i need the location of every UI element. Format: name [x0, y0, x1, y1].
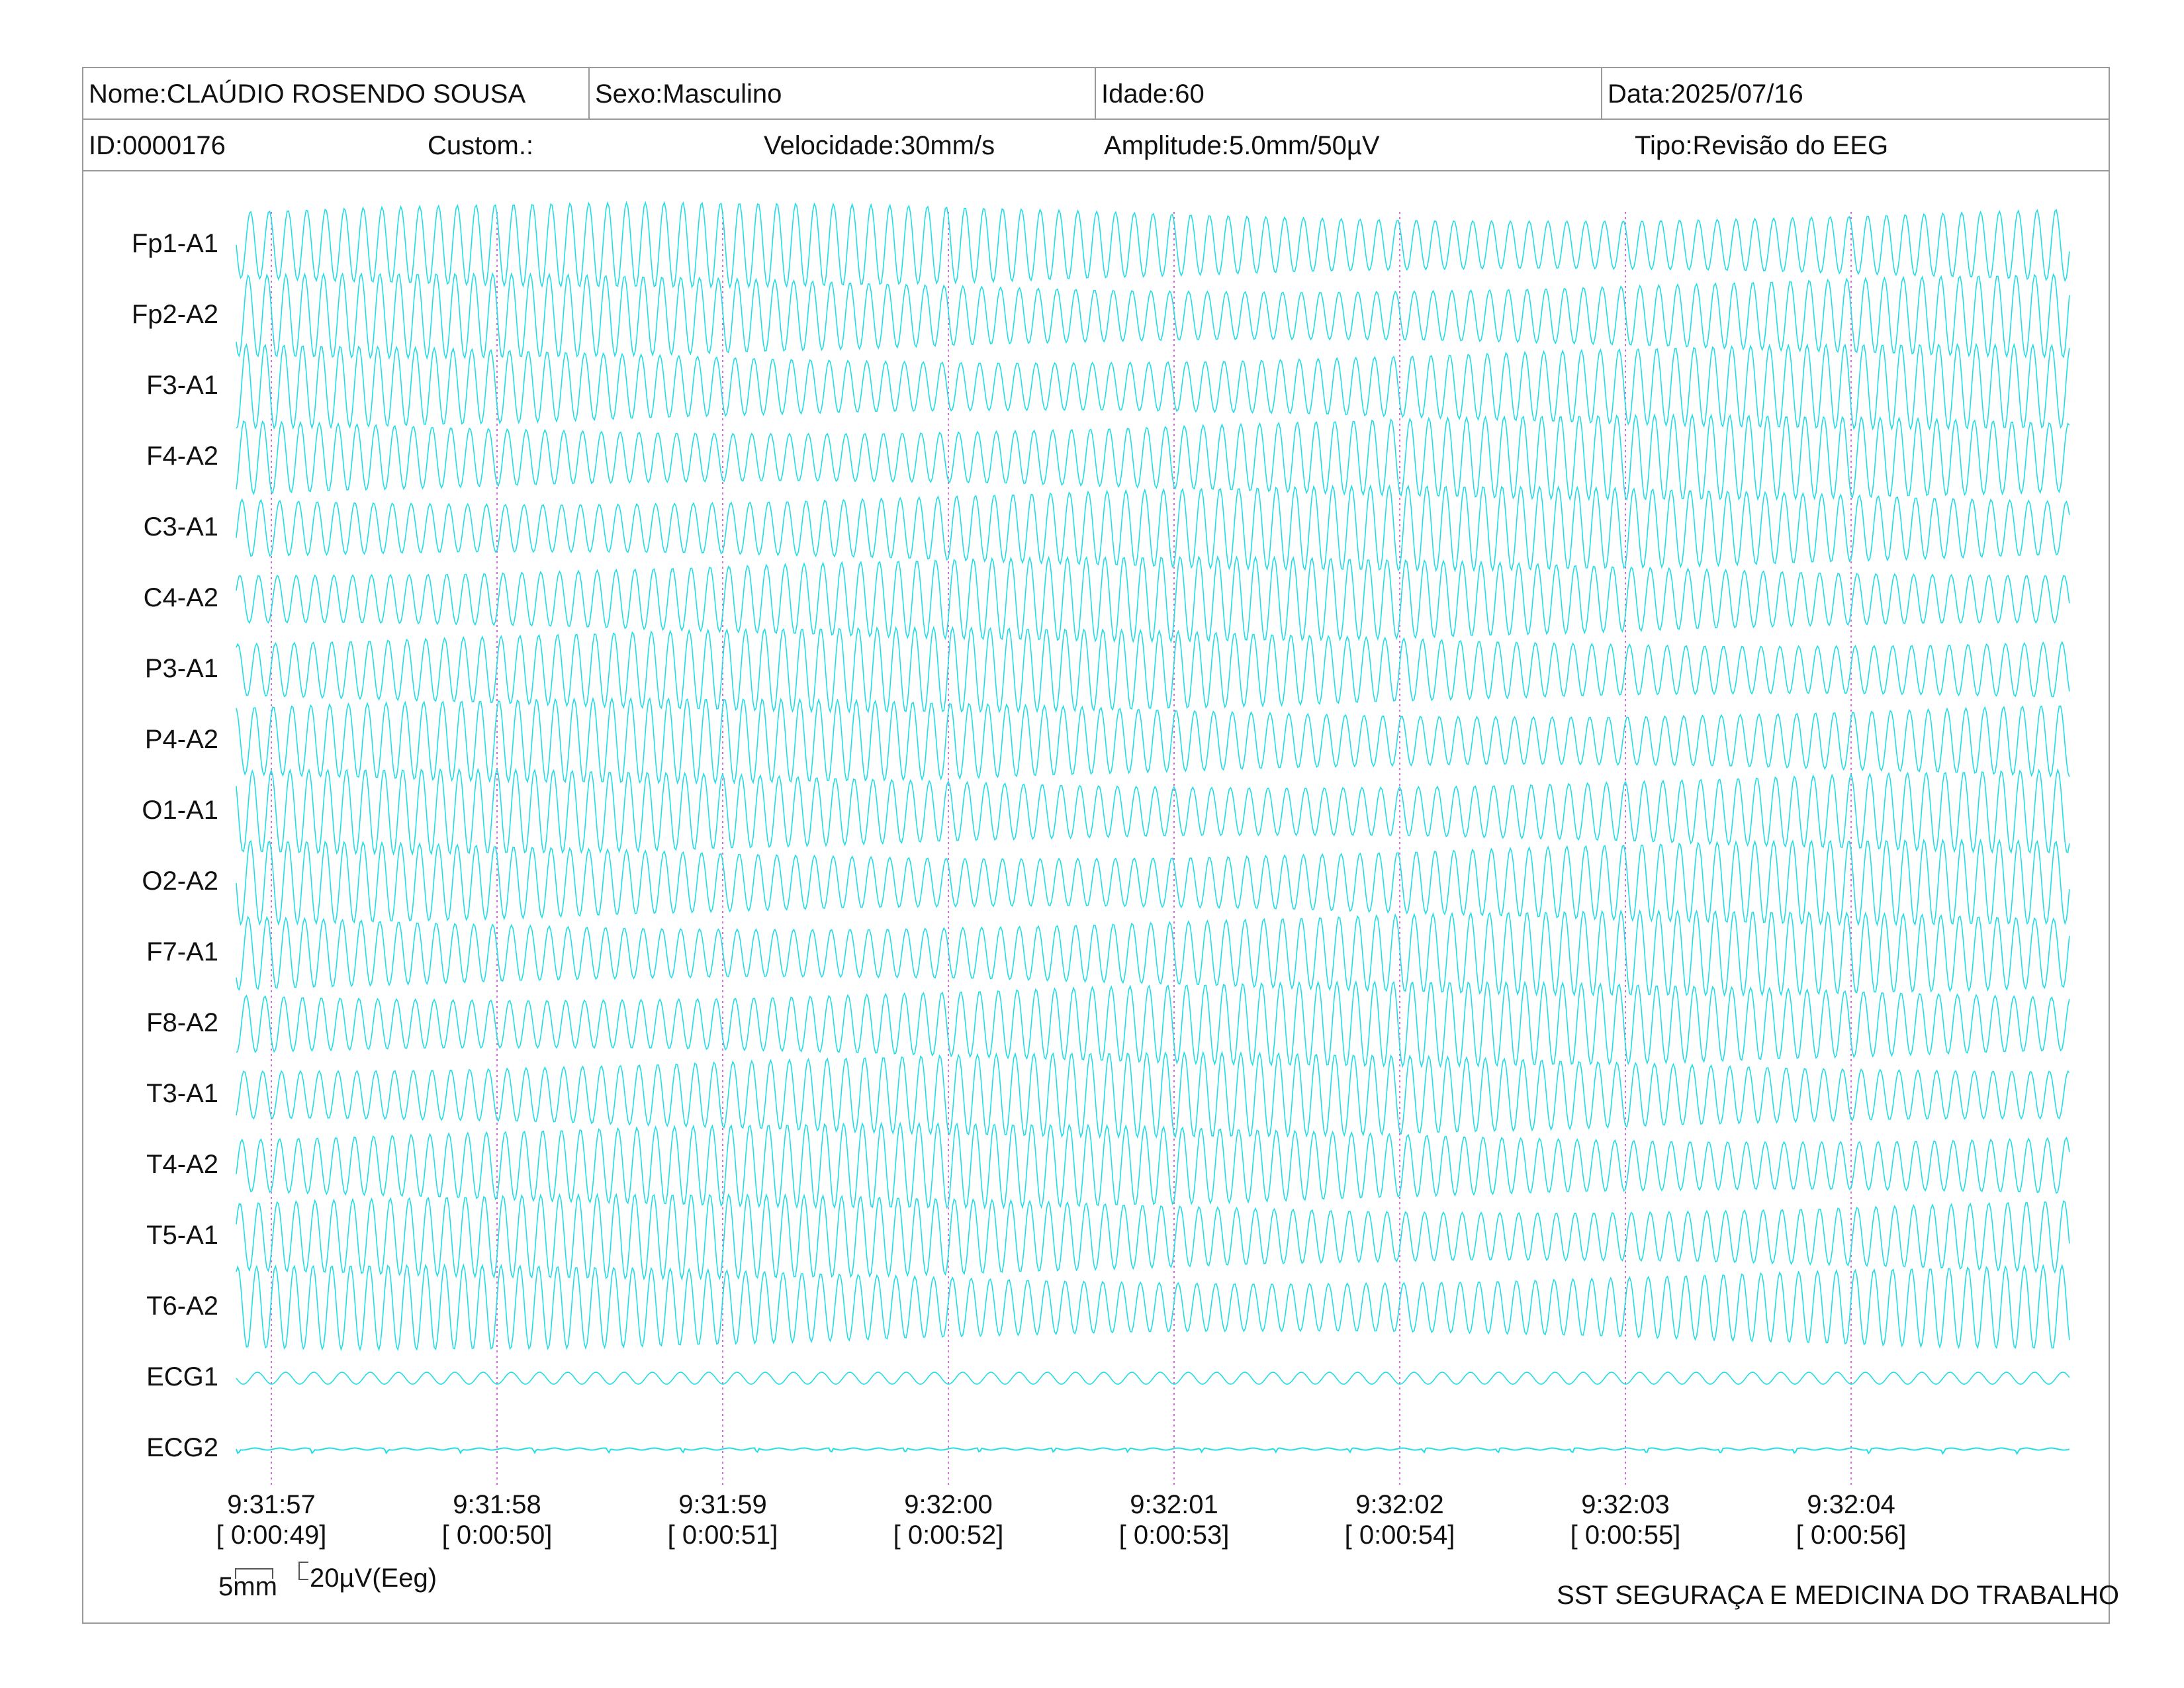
channel-label: ECG2: [146, 1433, 218, 1462]
channel-label: Fp2-A2: [131, 300, 218, 329]
time-tick-label: 9:32:02[ 0:00:54]: [1320, 1489, 1479, 1550]
elapsed-time: [ 0:00:55]: [1570, 1521, 1681, 1550]
elapsed-time: [ 0:00:56]: [1796, 1521, 1907, 1550]
waveform-f4-a2: [236, 413, 2070, 502]
waveform-t6-a2: [236, 1263, 2070, 1352]
exam-type: Tipo:Revisão do EEG: [1635, 131, 1889, 160]
waveform-f8-a2: [236, 980, 2070, 1068]
waveform-o2-a2: [236, 838, 2070, 927]
clock-time: 9:31:59: [678, 1490, 767, 1519]
exam-date: Data:2025/07/16: [1608, 79, 1803, 109]
elapsed-time: [ 0:00:50]: [441, 1521, 553, 1550]
waveform-t4-a2: [236, 1121, 2070, 1210]
channel-label: F4-A2: [146, 442, 218, 471]
clock-time: 9:32:04: [1807, 1490, 1895, 1519]
recording-amplitude: Amplitude:5.0mm/50µV: [1104, 131, 1380, 160]
elapsed-time: [ 0:00:53]: [1118, 1521, 1230, 1550]
time-tick-label: 9:32:03[ 0:00:55]: [1546, 1489, 1705, 1550]
waveform-f3-a1: [236, 342, 2070, 431]
waveform-c4-a2: [236, 555, 2070, 643]
elapsed-time: [ 0:00:54]: [1344, 1521, 1455, 1550]
channel-label: T6-A2: [146, 1291, 218, 1321]
clock-time: 9:31:58: [453, 1490, 541, 1519]
clock-time: 9:32:00: [904, 1490, 993, 1519]
channel-label: C3-A1: [143, 512, 218, 541]
company-name: SST SEGURAÇA E MEDICINA DO TRABALHO: [1557, 1581, 2119, 1610]
scale-mm-label: 5mm: [218, 1572, 277, 1601]
patient-age: Idade:60: [1096, 68, 1602, 118]
scale-uv-label: 20µV(Eeg): [310, 1564, 437, 1593]
channel-label: O2-A2: [142, 867, 218, 896]
channel-label: F7-A1: [146, 937, 218, 966]
waveform-t3-a1: [236, 1051, 2070, 1139]
recording-speed: Velocidade:30mm/s: [764, 131, 995, 160]
channel-label: T4-A2: [146, 1150, 218, 1179]
waveform-c3-a1: [236, 484, 2070, 573]
header-row-2: ID:0000176 Custom.: Velocidade:30mm/s Am…: [83, 120, 2109, 171]
clock-time: 9:32:02: [1355, 1490, 1444, 1519]
waveform-f7-a1: [236, 909, 2070, 998]
channel-label: P3-A1: [144, 654, 218, 683]
waveform-t5-a1: [236, 1192, 2070, 1281]
waveform-p3-a1: [236, 626, 2070, 714]
waveform-o1-a1: [236, 767, 2070, 856]
waveform-fp1-a1: [236, 201, 2070, 289]
channel-label: F3-A1: [146, 371, 218, 400]
channel-label: C4-A2: [143, 583, 218, 612]
custom-field: Custom.:: [428, 131, 534, 160]
time-tick-label: 9:32:00[ 0:00:52]: [869, 1489, 1028, 1550]
time-tick-label: 9:31:58[ 0:00:50]: [418, 1489, 576, 1550]
clock-time: 9:31:57: [227, 1490, 316, 1519]
time-tick-label: 9:31:57[ 0:00:49]: [192, 1489, 351, 1550]
channel-label: Fp1-A1: [131, 229, 218, 258]
scale-bars: [235, 1562, 308, 1580]
elapsed-time: [ 0:00:49]: [216, 1521, 327, 1550]
clock-time: 9:32:01: [1130, 1490, 1218, 1519]
waveform-ecg2: [236, 1447, 2070, 1456]
uv-scale-bar: [298, 1562, 308, 1580]
clock-time: 9:32:03: [1581, 1490, 1670, 1519]
waveform-ecg1: [236, 1372, 2070, 1385]
time-tick-label: 9:31:59[ 0:00:51]: [643, 1489, 802, 1550]
channel-label: T5-A1: [146, 1221, 218, 1250]
waveform-fp2-a2: [236, 272, 2070, 360]
channel-label: ECG1: [146, 1362, 218, 1391]
channel-label: O1-A1: [142, 796, 218, 825]
patient-id: ID:0000176: [89, 131, 226, 160]
channel-label: T3-A1: [146, 1079, 218, 1108]
channel-waveforms: [236, 201, 2070, 1456]
mm-scale-bar: [235, 1568, 273, 1579]
time-tick-label: 9:32:01[ 0:00:53]: [1095, 1489, 1253, 1550]
elapsed-time: [ 0:00:51]: [667, 1521, 778, 1550]
report-frame: Nome:CLAÚDIO ROSENDO SOUSA Sexo:Masculin…: [82, 67, 2110, 1624]
header-row-1: Nome:CLAÚDIO ROSENDO SOUSA Sexo:Masculin…: [83, 68, 2109, 120]
patient-name: Nome:CLAÚDIO ROSENDO SOUSA: [83, 68, 590, 118]
channel-label: F8-A2: [146, 1008, 218, 1037]
time-tick-label: 9:32:04[ 0:00:56]: [1772, 1489, 1931, 1550]
elapsed-time: [ 0:00:52]: [893, 1521, 1004, 1550]
patient-sex: Sexo:Masculino: [590, 68, 1096, 118]
waveform-p4-a2: [236, 696, 2070, 785]
channel-label: P4-A2: [144, 725, 218, 754]
